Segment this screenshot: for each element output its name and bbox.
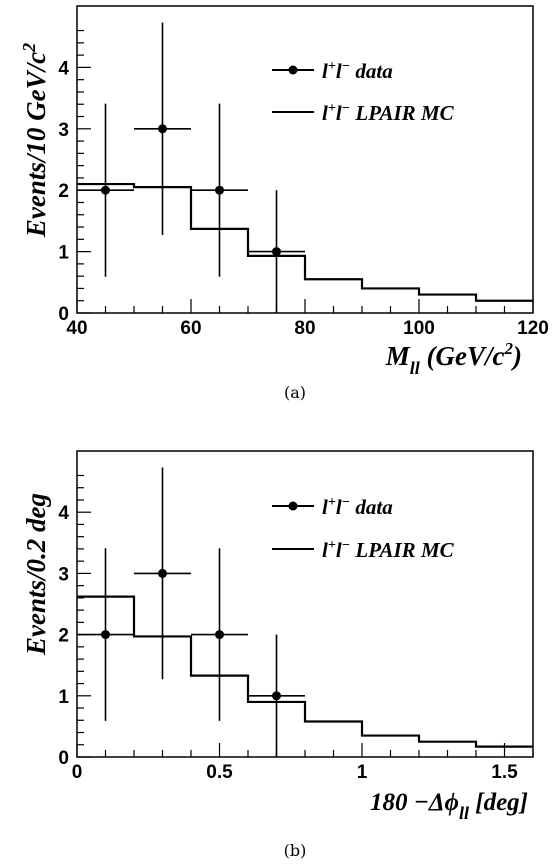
legend-text-part: LPAIR MC	[350, 101, 454, 125]
x-tick-label: 1	[357, 762, 368, 783]
legend-text-part: +	[328, 101, 336, 116]
legend-text-part: −	[342, 495, 350, 510]
legend-text-part: +	[328, 538, 336, 553]
legend-text-part: l	[322, 101, 328, 125]
y-tick-label: 2	[58, 181, 69, 202]
legend-text-part: −	[342, 538, 350, 553]
y-axis-label: Events/10 GeV/c2	[19, 43, 51, 238]
legend-text-part: data	[350, 59, 393, 83]
panel-caption: (a)	[284, 383, 306, 402]
y-tick-label: 2	[58, 626, 69, 647]
x-tick-label: 60	[180, 318, 201, 339]
x-axis-label-part: ll	[459, 803, 469, 823]
x-tick-label: 120	[517, 318, 549, 339]
legend-text-part: LPAIR MC	[350, 538, 454, 562]
x-axis-label-part: ll	[410, 358, 420, 378]
panel-caption: (b)	[284, 841, 307, 860]
y-tick-label: 4	[58, 503, 69, 524]
x-axis-label-part: M	[385, 341, 411, 371]
legend-text-part: −	[342, 59, 350, 74]
x-axis-label-part: )	[510, 341, 522, 371]
x-tick-label: 40	[66, 318, 87, 339]
data-point	[158, 568, 167, 578]
y-axis-label-sup: 2	[19, 43, 39, 53]
x-tick-label: 0	[72, 762, 83, 783]
data-point	[215, 185, 224, 195]
data-point	[272, 247, 281, 257]
x-axis-label: 180 −Δϕll [deg]	[370, 789, 528, 823]
x-tick-label: 1.5	[491, 762, 518, 783]
y-tick-label: 1	[58, 687, 69, 708]
y-tick-label: 3	[58, 120, 69, 141]
x-tick-label: 80	[294, 318, 315, 339]
legend-label-2: l+l− LPAIR MC	[322, 538, 455, 562]
x-tick-label: 100	[403, 318, 435, 339]
mc-histogram-line	[77, 595, 533, 748]
legend-label-1: l+l− data	[322, 59, 393, 83]
data-point	[158, 124, 167, 134]
x-tick-label: 0.5	[206, 762, 233, 783]
legend-text-part: l	[336, 101, 342, 125]
legend-text-part: l	[336, 495, 342, 519]
y-tick-label: 4	[58, 58, 69, 79]
legend-text-part: −	[342, 101, 350, 116]
legend-text-part: l	[322, 59, 328, 83]
x-axis-label-part: [deg]	[469, 789, 528, 816]
data-point	[101, 185, 110, 195]
legend-text-part: l	[322, 538, 328, 562]
y-tick-label: 0	[58, 748, 69, 769]
x-axis-label-part: (GeV/c	[420, 341, 505, 371]
x-axis-label-part: 180 −Δϕ	[370, 789, 459, 816]
legend-text-part: data	[350, 495, 393, 519]
legend-marker-dot	[288, 65, 298, 75]
x-axis-label-part: 2	[504, 339, 514, 358]
legend-text-part: l	[336, 59, 342, 83]
legend-label-2: l+l− LPAIR MC	[322, 101, 455, 125]
legend-text-part: l	[336, 538, 342, 562]
legend-text-part: l	[322, 495, 328, 519]
y-tick-label: 1	[58, 243, 69, 264]
data-point	[272, 691, 281, 701]
y-axis-label: Events/0.2 deg	[21, 493, 51, 656]
y-tick-label: 3	[58, 564, 69, 585]
data-point	[101, 630, 110, 640]
y-tick-label: 0	[58, 304, 69, 325]
legend-label-1: l+l− data	[322, 495, 393, 519]
x-axis-label: Mll (GeV/c2)	[385, 339, 522, 378]
legend-marker-dot	[288, 501, 298, 511]
mc-histogram-line	[77, 182, 533, 302]
legend-text-part: +	[328, 59, 336, 74]
data-point	[215, 630, 224, 640]
legend-text-part: +	[328, 495, 336, 510]
y-axis-label-text: Events/10 GeV/c	[21, 52, 51, 238]
